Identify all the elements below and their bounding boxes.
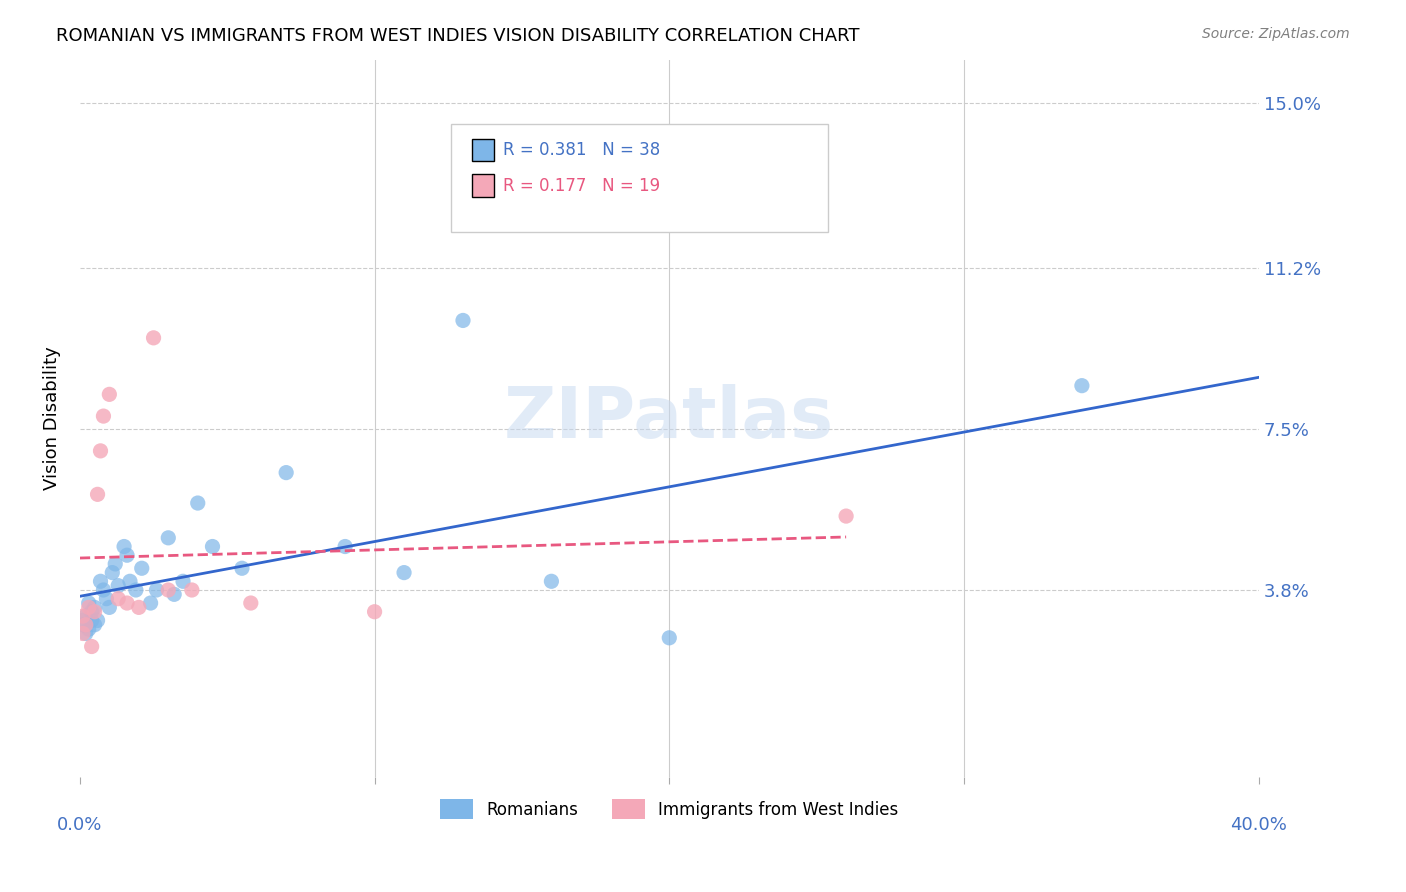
- FancyBboxPatch shape: [451, 124, 828, 232]
- Point: [1070, 378, 1092, 392]
- Point: [540, 574, 562, 589]
- Point: [83, 617, 105, 632]
- Text: ZIPatlas: ZIPatlas: [505, 384, 834, 453]
- Point: [115, 596, 138, 610]
- Point: [98, 600, 121, 615]
- Point: [180, 582, 202, 597]
- Point: [75, 617, 97, 632]
- Text: ROMANIAN VS IMMIGRANTS FROM WEST INDIES VISION DISABILITY CORRELATION CHART: ROMANIAN VS IMMIGRANTS FROM WEST INDIES …: [56, 27, 859, 45]
- Point: [89, 574, 111, 589]
- Point: [72, 626, 94, 640]
- Text: 0.0%: 0.0%: [58, 816, 103, 834]
- Point: [98, 387, 121, 401]
- Point: [96, 591, 118, 606]
- Point: [658, 631, 681, 645]
- Point: [72, 614, 94, 628]
- Point: [187, 496, 209, 510]
- Point: [93, 409, 115, 423]
- Point: [118, 574, 141, 589]
- Point: [77, 622, 100, 636]
- Point: [75, 626, 97, 640]
- Y-axis label: Vision Disability: Vision Disability: [44, 346, 60, 490]
- Point: [75, 609, 97, 624]
- Text: Source: ZipAtlas.com: Source: ZipAtlas.com: [1202, 27, 1350, 41]
- Point: [231, 561, 253, 575]
- Point: [93, 582, 115, 597]
- Point: [101, 566, 124, 580]
- Point: [333, 540, 356, 554]
- Point: [86, 614, 108, 628]
- Point: [80, 640, 103, 654]
- Point: [363, 605, 385, 619]
- Point: [125, 582, 148, 597]
- FancyBboxPatch shape: [472, 174, 494, 197]
- Point: [172, 574, 194, 589]
- Point: [115, 548, 138, 562]
- Point: [86, 487, 108, 501]
- Point: [451, 313, 474, 327]
- Point: [83, 605, 105, 619]
- Point: [89, 443, 111, 458]
- Point: [72, 617, 94, 632]
- Point: [145, 582, 167, 597]
- Text: R = 0.177   N = 19: R = 0.177 N = 19: [503, 177, 661, 194]
- Point: [276, 466, 298, 480]
- Point: [72, 609, 94, 624]
- Point: [239, 596, 262, 610]
- Point: [835, 509, 858, 524]
- Legend: Romanians, Immigrants from West Indies: Romanians, Immigrants from West Indies: [433, 792, 905, 826]
- Point: [77, 600, 100, 615]
- Point: [163, 587, 186, 601]
- Point: [157, 582, 180, 597]
- Point: [392, 566, 415, 580]
- Point: [83, 600, 105, 615]
- Text: R = 0.381   N = 38: R = 0.381 N = 38: [503, 141, 661, 159]
- Point: [128, 600, 150, 615]
- Point: [107, 579, 129, 593]
- Point: [139, 596, 162, 610]
- Point: [104, 557, 127, 571]
- Point: [80, 614, 103, 628]
- Point: [112, 540, 135, 554]
- Point: [80, 605, 103, 619]
- Point: [107, 591, 129, 606]
- Point: [201, 540, 224, 554]
- Point: [131, 561, 153, 575]
- Point: [157, 531, 180, 545]
- Point: [77, 596, 100, 610]
- Text: 40.0%: 40.0%: [1230, 816, 1286, 834]
- Point: [142, 331, 165, 345]
- FancyBboxPatch shape: [472, 138, 494, 161]
